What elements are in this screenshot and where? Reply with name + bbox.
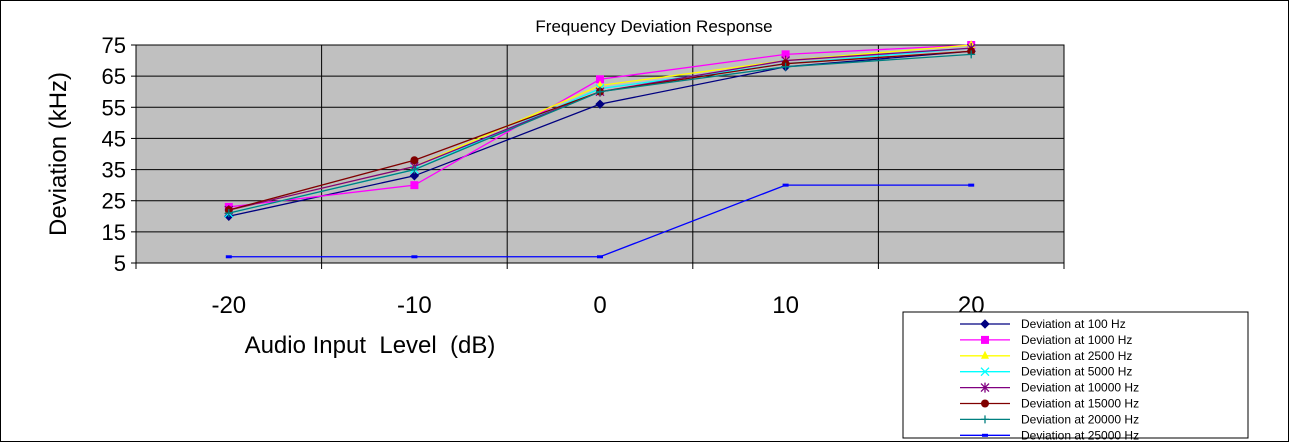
legend-entry: Deviation at 15000 Hz <box>960 397 1139 411</box>
data-point <box>410 165 419 174</box>
legend-entries: Deviation at 100 Hz Deviation at 1000 Hz D… <box>960 317 1139 442</box>
data-point <box>982 433 988 437</box>
y-tick-label: 45 <box>102 126 126 151</box>
data-point <box>981 335 989 344</box>
legend-entry: Deviation at 1000 Hz <box>960 333 1132 347</box>
legend-entry: Deviation at 20000 Hz <box>960 412 1139 426</box>
data-point <box>410 156 419 165</box>
x-tick-label: -20 <box>211 292 246 319</box>
y-tick-label: 25 <box>102 189 126 214</box>
data-point <box>595 99 605 109</box>
y-tick-label: 35 <box>102 158 126 183</box>
legend-label: Deviation at 10000 Hz <box>1021 381 1139 395</box>
series-layer <box>224 40 976 259</box>
x-axis-ticks: -20 -10 0 10 20 <box>135 262 1065 319</box>
legend-label: Deviation at 1000 Hz <box>1021 333 1132 347</box>
data-point <box>224 209 233 218</box>
legend-label: Deviation at 100 Hz <box>1021 317 1126 331</box>
data-point <box>967 50 976 59</box>
y-tick-label: 65 <box>102 64 126 89</box>
x-tick-label: 0 <box>593 292 606 319</box>
y-tick-label: 55 <box>102 95 126 120</box>
data-point <box>981 399 989 408</box>
data-point <box>980 382 990 393</box>
legend-box <box>902 311 1249 439</box>
data-point <box>225 255 232 259</box>
data-point <box>782 183 789 187</box>
legend-entry: Deviation at 25000 Hz <box>960 428 1139 442</box>
data-point <box>981 415 989 424</box>
legend-label: Deviation at 15000 Hz <box>1021 397 1139 411</box>
data-point <box>980 367 990 377</box>
data-point <box>597 255 603 259</box>
legend: Deviation at 100 Hz Deviation at 1000 Hz D… <box>902 311 1249 442</box>
data-point <box>411 255 418 259</box>
x-axis-label: Audio Input Level (dB) <box>245 332 496 359</box>
data-point <box>968 183 975 187</box>
legend-entry: Deviation at 100 Hz <box>960 317 1126 331</box>
y-tick-label: 15 <box>102 220 126 245</box>
legend-label: Deviation at 5000 Hz <box>1021 365 1132 379</box>
data-point <box>409 171 420 181</box>
data-point <box>410 181 419 190</box>
data-point <box>781 50 790 59</box>
x-tick-label: 10 <box>772 292 799 319</box>
chart-title: Frequency Deviation Response <box>535 17 772 36</box>
legend-entry: Deviation at 10000 Hz <box>960 381 1139 395</box>
legend-label: Deviation at 20000 Hz <box>1021 412 1139 426</box>
data-point <box>596 75 604 84</box>
y-axis-label: Deviation (kHz) <box>45 72 72 236</box>
series-deviation-at-25000-hz <box>225 183 975 259</box>
data-point <box>781 62 790 71</box>
data-point <box>596 87 604 96</box>
legend-entry: Deviation at 5000 Hz <box>960 365 1132 379</box>
legend-label: Deviation at 2500 Hz <box>1021 349 1132 363</box>
legend-label: Deviation at 25000 Hz <box>1021 428 1139 442</box>
y-axis-ticks: 5 15 25 35 45 55 65 75 <box>102 33 136 276</box>
data-point <box>980 319 990 329</box>
y-tick-label: 75 <box>102 33 126 58</box>
x-tick-label: -10 <box>397 292 432 319</box>
series-deviation-at-20000-hz <box>224 50 976 218</box>
y-tick-label: 5 <box>114 251 126 276</box>
data-point <box>981 350 989 359</box>
legend-entry: Deviation at 2500 Hz <box>960 349 1132 363</box>
